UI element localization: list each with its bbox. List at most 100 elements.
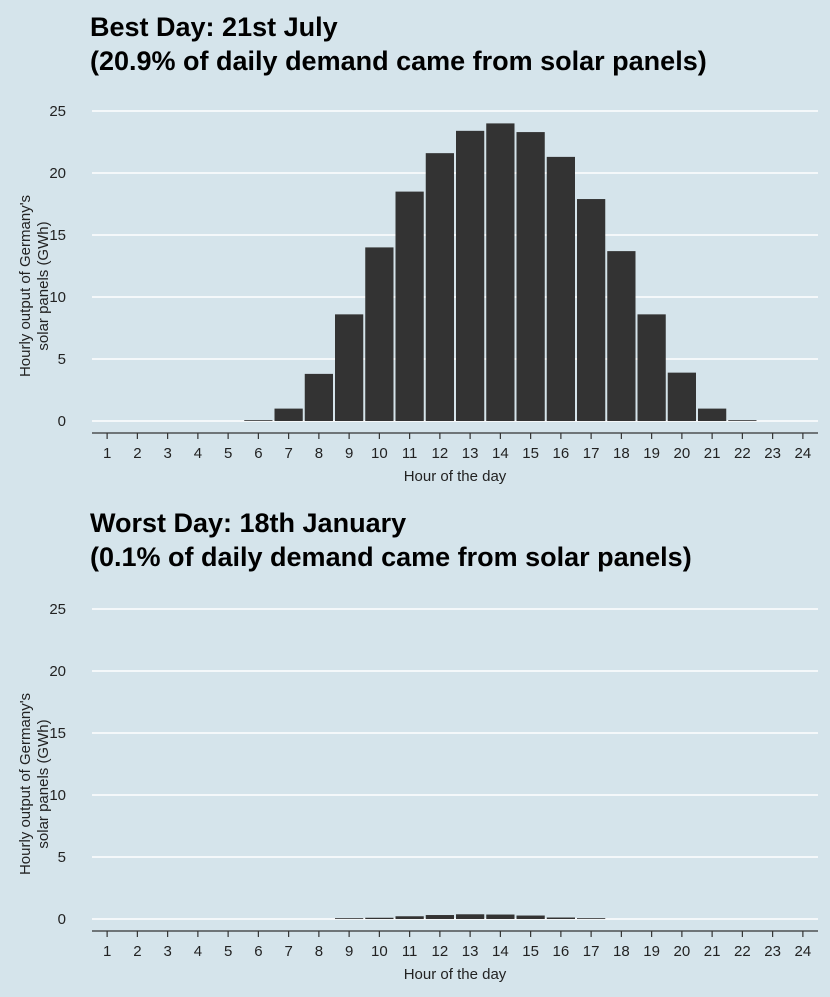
- x-tick-label: 24: [795, 943, 812, 960]
- x-tick-label: 2: [133, 445, 141, 462]
- y-tick-label: 15: [49, 725, 66, 742]
- bar: [274, 408, 303, 421]
- x-tick-label: 5: [224, 943, 232, 960]
- x-tick-label: 1: [103, 445, 111, 462]
- bar: [304, 373, 333, 421]
- bar: [425, 915, 454, 919]
- x-tick-label: 3: [163, 943, 171, 960]
- x-tick-label: 7: [284, 445, 292, 462]
- x-tick-label: 6: [254, 445, 262, 462]
- x-tick-label: 2: [133, 943, 141, 960]
- x-tick-label: 21: [704, 943, 721, 960]
- chart-subtitle: (0.1% of daily demand came from solar pa…: [90, 542, 692, 572]
- y-tick-label: 0: [58, 413, 66, 430]
- gridlines: [92, 110, 818, 422]
- bar: [637, 314, 666, 421]
- bar: [456, 914, 485, 919]
- x-tick-label: 16: [553, 445, 570, 462]
- x-tick-label: 24: [795, 445, 812, 462]
- x-tick-label: 20: [674, 943, 691, 960]
- y-axis-label-line: solar panels (GWh): [35, 719, 52, 848]
- bar: [486, 914, 515, 919]
- bar: [365, 247, 394, 421]
- x-tick-label: 20: [674, 445, 691, 462]
- bar: [728, 420, 757, 421]
- x-tick-label: 13: [462, 943, 479, 960]
- x-tick-label: 5: [224, 445, 232, 462]
- x-tick-label: 22: [734, 445, 751, 462]
- worst-day-panel: Worst Day: 18th January (0.1% of daily d…: [0, 498, 830, 997]
- x-tick-label: 14: [492, 445, 509, 462]
- y-tick-label: 20: [49, 165, 66, 182]
- x-tick-label: 18: [613, 445, 630, 462]
- x-tick-label: 14: [492, 943, 509, 960]
- x-tick-label: 12: [432, 943, 449, 960]
- x-tick-label: 15: [522, 943, 539, 960]
- x-tick-label: 18: [613, 943, 630, 960]
- x-tick-label: 6: [254, 943, 262, 960]
- bar: [365, 917, 394, 919]
- x-tick-label: 10: [371, 445, 388, 462]
- bar: [456, 130, 485, 421]
- bar: [667, 372, 696, 421]
- chart-title: Best Day: 21st July (20.9% of daily dema…: [90, 10, 707, 78]
- chart-subtitle: (20.9% of daily demand came from solar p…: [90, 46, 707, 76]
- x-tick-label: 11: [402, 943, 418, 960]
- bar: [395, 916, 424, 919]
- y-axis-label-line: Hourly output of Germany's: [17, 195, 34, 377]
- x-axis: 1 2 3 4 5 6 7 8 9 10 11 12 13 14 15 16 17 18 19 20 21 22 23 24: [92, 432, 818, 462]
- x-tick-label: 7: [284, 943, 292, 960]
- bar: [607, 251, 636, 421]
- chart-title-line: Best Day: 21st July: [90, 12, 338, 42]
- x-tick-label: 9: [345, 943, 353, 960]
- y-axis-label-line: solar panels (GWh): [35, 221, 52, 350]
- x-tick-label: 19: [643, 445, 660, 462]
- x-tick-label: 21: [704, 445, 721, 462]
- bar: [335, 314, 364, 421]
- bar: [335, 918, 364, 919]
- bar: [577, 918, 606, 919]
- bar: [425, 153, 454, 421]
- x-tick-label: 12: [432, 445, 449, 462]
- bars: [335, 914, 606, 919]
- x-tick-label: 22: [734, 943, 751, 960]
- bar: [577, 199, 606, 421]
- bar: [546, 156, 575, 421]
- x-tick-label: 13: [462, 445, 479, 462]
- x-tick-label: 17: [583, 943, 600, 960]
- y-tick-label: 10: [49, 289, 66, 306]
- bar: [698, 408, 727, 421]
- x-tick-label: 4: [194, 943, 202, 960]
- bar: [244, 420, 273, 421]
- best-day-panel: Best Day: 21st July (20.9% of daily dema…: [0, 0, 830, 498]
- y-tick-label: 10: [49, 787, 66, 804]
- y-axis-label: Hourly output of Germany'ssolar panels (…: [17, 195, 52, 377]
- x-tick-label: 17: [583, 445, 600, 462]
- y-tick-label: 20: [49, 663, 66, 680]
- y-tick-label: 25: [49, 601, 66, 618]
- x-tick-label: 11: [402, 445, 418, 462]
- bar: [395, 191, 424, 421]
- x-axis: 1 2 3 4 5 6 7 8 9 10 11 12 13 14 15 16 17 18 19 20 21 22 23 24: [92, 930, 818, 960]
- y-axis-label-line: Hourly output of Germany's: [17, 693, 34, 875]
- y-tick-label: 5: [58, 351, 66, 368]
- bar: [516, 132, 545, 421]
- x-tick-label: 4: [194, 445, 202, 462]
- y-axis: 0 5 10 15 20 25: [49, 601, 66, 928]
- y-axis: 0 5 10 15 20 25: [49, 103, 66, 430]
- x-axis-label: Hour of the day: [404, 966, 507, 983]
- y-tick-label: 0: [58, 911, 66, 928]
- x-tick-label: 1: [103, 943, 111, 960]
- bar: [546, 917, 575, 919]
- y-tick-label: 25: [49, 103, 66, 120]
- x-tick-label: 8: [315, 943, 323, 960]
- x-tick-label: 15: [522, 445, 539, 462]
- x-axis-label: Hour of the day: [404, 468, 507, 485]
- y-tick-label: 5: [58, 849, 66, 866]
- x-tick-label: 23: [764, 943, 781, 960]
- x-tick-label: 8: [315, 445, 323, 462]
- x-tick-label: 3: [163, 445, 171, 462]
- chart-title-line: Worst Day: 18th January: [90, 508, 407, 538]
